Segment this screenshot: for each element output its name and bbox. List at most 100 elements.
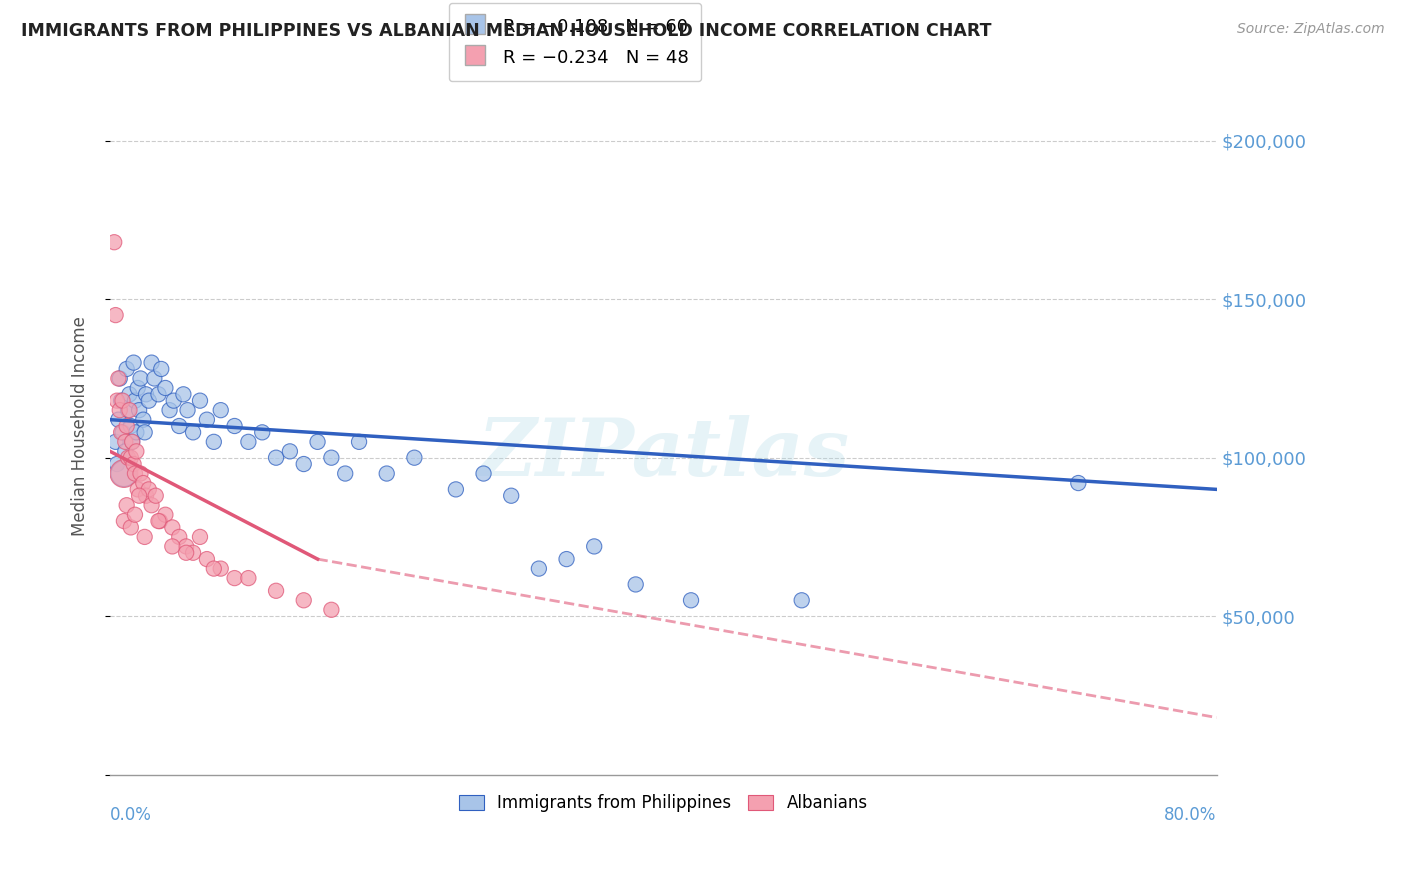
Point (790, 593, 813, 607)
Point (375, 467, 398, 481)
Point (125, 425, 148, 440)
Point (209, 561, 232, 575)
Point (111, 393, 134, 408)
Point (278, 444, 301, 458)
Point (141, 498, 163, 512)
Point (264, 450, 287, 465)
Point (115, 419, 138, 434)
Point (122, 356, 145, 370)
Point (110, 393, 132, 408)
Point (162, 540, 184, 554)
Point (679, 593, 702, 607)
Text: Source: ZipAtlas.com: Source: ZipAtlas.com (1237, 22, 1385, 37)
Point (155, 381, 177, 395)
Legend: Immigrants from Philippines, Albanians: Immigrants from Philippines, Albanians (453, 788, 875, 819)
Point (209, 403, 232, 417)
Point (188, 530, 211, 544)
Point (134, 530, 156, 544)
Point (121, 434, 143, 449)
Text: IMMIGRANTS FROM PHILIPPINES VS ALBANIAN MEDIAN HOUSEHOLD INCOME CORRELATION CHAR: IMMIGRANTS FROM PHILIPPINES VS ALBANIAN … (21, 22, 991, 40)
Point (121, 434, 143, 449)
Point (118, 387, 141, 401)
Point (138, 483, 160, 497)
Point (122, 457, 145, 471)
Point (105, 457, 128, 471)
Point (174, 540, 197, 554)
Point (127, 483, 149, 497)
Point (110, 425, 132, 440)
Point (112, 514, 135, 528)
Point (167, 419, 190, 434)
Point (181, 425, 204, 440)
Point (148, 387, 170, 401)
Point (224, 419, 246, 434)
Point (120, 450, 142, 465)
Point (107, 412, 129, 426)
Point (114, 434, 136, 449)
Point (124, 508, 146, 522)
Point (124, 393, 146, 408)
Point (132, 476, 155, 491)
Point (117, 450, 139, 465)
Point (292, 457, 315, 471)
Point (134, 425, 156, 440)
Point (321, 603, 343, 617)
Point (202, 434, 225, 449)
Point (120, 419, 142, 434)
Point (167, 530, 190, 544)
Point (624, 577, 647, 591)
Point (138, 393, 160, 408)
Point (135, 387, 157, 401)
Point (188, 393, 211, 408)
Point (195, 412, 218, 426)
Point (292, 593, 315, 607)
Point (128, 489, 150, 503)
Point (174, 546, 197, 560)
Point (583, 540, 606, 554)
Point (111, 425, 134, 440)
Point (307, 434, 329, 449)
Point (195, 552, 218, 566)
Point (132, 412, 155, 426)
Point (238, 434, 260, 449)
Point (172, 387, 194, 401)
Point (104, 434, 127, 449)
Point (224, 571, 246, 585)
Point (127, 381, 149, 395)
Point (115, 498, 138, 512)
Point (321, 450, 343, 465)
Point (105, 393, 128, 408)
Text: 0.0%: 0.0% (110, 806, 152, 824)
Point (107, 371, 129, 385)
Point (108, 371, 131, 385)
Point (143, 371, 166, 385)
Point (124, 467, 146, 481)
Point (112, 467, 135, 481)
Point (112, 467, 135, 481)
Text: 80.0%: 80.0% (1164, 806, 1216, 824)
Point (128, 403, 150, 417)
Point (150, 362, 173, 376)
Point (176, 403, 198, 417)
Point (335, 467, 357, 481)
Point (163, 393, 186, 408)
Point (103, 235, 125, 250)
Point (238, 571, 260, 585)
Text: ZIPatlas: ZIPatlas (477, 415, 849, 492)
Point (117, 403, 139, 417)
Point (129, 467, 152, 481)
Point (148, 514, 170, 528)
Point (145, 489, 167, 503)
Point (527, 561, 550, 575)
Point (162, 520, 184, 534)
Y-axis label: Median Household Income: Median Household Income (72, 316, 89, 536)
Point (155, 508, 177, 522)
Point (118, 403, 141, 417)
Point (181, 546, 204, 560)
Point (108, 403, 131, 417)
Point (125, 444, 148, 458)
Point (252, 425, 274, 440)
Point (104, 308, 127, 322)
Point (120, 520, 142, 534)
Point (129, 371, 152, 385)
